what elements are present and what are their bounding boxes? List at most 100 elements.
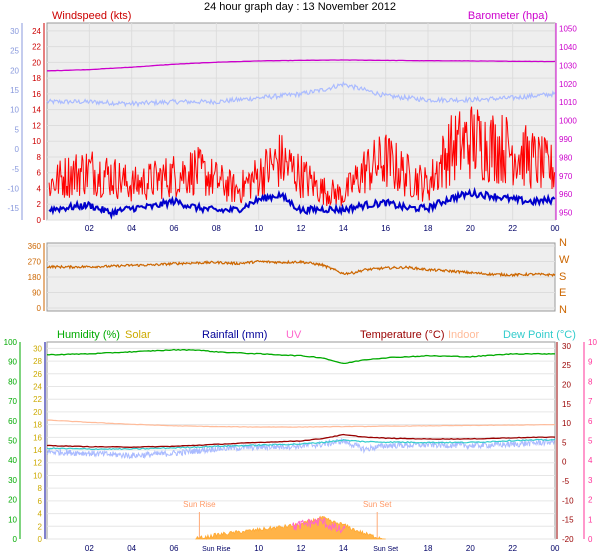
solar-area	[195, 515, 386, 541]
outer-left-tick-label: -15	[7, 204, 19, 213]
wind-x-tick-label: 18	[424, 224, 433, 233]
humidity-tick-label: 60	[8, 417, 17, 426]
outer-left-tick-label: 10	[10, 106, 19, 115]
sun-annotation: Sun Set	[363, 500, 392, 509]
sun-annotation: Sun Rise	[183, 500, 216, 509]
uv-tick-label: 9	[588, 358, 593, 367]
inner-left-tick-label: 26	[33, 370, 42, 379]
outer-left-tick-label: -10	[7, 184, 19, 193]
direction-tick-label: 90	[32, 289, 41, 298]
temp-x-tick-label: Sun Set	[373, 546, 398, 553]
temperature-tick-label: 25	[562, 361, 571, 370]
temperature-tick-label: 15	[562, 400, 571, 409]
humidity-tick-label: 90	[8, 358, 17, 367]
temp-x-tick-label: 02	[85, 544, 94, 553]
temperature-tick-label: -15	[562, 516, 574, 525]
direction-tick-label: 0	[37, 304, 42, 313]
uv-tick-label: 1	[588, 515, 593, 524]
inner-left-tick-label: 30	[33, 344, 42, 353]
uv-tick-label: 4	[588, 456, 593, 465]
humidity-tick-label: 100	[4, 338, 18, 347]
uv-tick-label: 2	[588, 496, 593, 505]
outer-left-tick-label: 5	[15, 125, 20, 134]
direction-tick-label: 360	[28, 242, 42, 251]
humidity-tick-label: 30	[8, 476, 17, 485]
windspeed-tick-label: 14	[32, 106, 41, 115]
direction-tick-label: 180	[28, 273, 42, 282]
compass-label: N	[559, 237, 567, 249]
wind-x-tick-label: 12	[297, 224, 306, 233]
temperature-tick-label: 20	[562, 380, 571, 389]
windspeed-tick-label: 16	[32, 90, 41, 99]
windspeed-axis-label: Windspeed (kts)	[52, 10, 131, 22]
wind-x-tick-label: 10	[254, 224, 263, 233]
uv-line	[292, 517, 346, 534]
wind-x-tick-label: 00	[551, 224, 560, 233]
inner-left-tick-label: 6	[38, 497, 43, 506]
inner-left-tick-label: 10	[33, 471, 42, 480]
temperature-panel-axes: 0246810121416182022242628300102030405060…	[4, 338, 598, 553]
windspeed-line	[48, 106, 556, 207]
temperature-tick-label: -20	[562, 535, 574, 544]
compass-label: W	[559, 254, 570, 266]
outer-left-tick-label: 30	[10, 27, 19, 36]
barometer-tick-label: 1000	[559, 117, 577, 126]
wind-x-tick-label: 22	[508, 224, 517, 233]
uv-tick-label: 3	[588, 476, 593, 485]
compass-label: N	[559, 304, 567, 316]
humidity-tick-label: 40	[8, 456, 17, 465]
inner-left-tick-label: 8	[38, 484, 43, 493]
temp-x-tick-label: 20	[466, 544, 475, 553]
humidity-tick-label: 10	[8, 515, 17, 524]
temp-x-tick-label: 18	[424, 544, 433, 553]
temp-x-tick-label: 06	[170, 544, 179, 553]
temperature-panel-legend: Humidity (%) Solar Rainfall (mm) UV Temperat…	[57, 329, 576, 341]
uv-tick-label: 10	[588, 338, 597, 347]
temperature-tick-label: 30	[562, 342, 571, 351]
temp-x-tick-label: 22	[508, 544, 517, 553]
inner-left-tick-label: 28	[33, 357, 42, 366]
light-blue-line	[46, 437, 556, 460]
humidity-tick-label: 80	[8, 377, 17, 386]
barometer-tick-label: 950	[559, 209, 573, 218]
temp-x-tick-label: Sun Rise	[202, 546, 231, 553]
barometer-line	[47, 59, 556, 72]
windspeed-tick-label: 8	[37, 153, 42, 162]
outer-left-tick-label: 15	[10, 86, 19, 95]
temp-x-tick-label: 14	[339, 544, 348, 553]
wind-x-tick-label: 08	[212, 224, 221, 233]
uv-tick-label: 7	[588, 397, 593, 406]
temp-x-tick-label: 12	[297, 544, 306, 553]
legend-entry: Rainfall (mm)	[202, 329, 267, 341]
inner-left-tick-label: 2	[38, 522, 43, 531]
temp-x-tick-label: 10	[254, 544, 263, 553]
temperature-tick-label: -5	[562, 477, 570, 486]
inner-left-tick-label: 20	[33, 408, 42, 417]
direction-panel-series	[46, 259, 556, 278]
windspeed-tick-label: 10	[32, 137, 41, 146]
barometer-tick-label: 990	[559, 135, 573, 144]
inner-left-tick-label: 14	[33, 446, 42, 455]
uv-tick-label: 8	[588, 377, 593, 386]
temp-x-tick-label: 00	[551, 544, 560, 553]
humidity-tick-label: 20	[8, 496, 17, 505]
temperature-tick-label: 10	[562, 419, 571, 428]
legend-entry: Temperature (°C)	[360, 329, 444, 341]
outer-left-tick-label: 0	[15, 145, 20, 154]
temperature-tick-label: -10	[562, 496, 574, 505]
humidity-tick-label: 70	[8, 397, 17, 406]
outer-left-tick-label: 20	[10, 66, 19, 75]
barometer-tick-label: 970	[559, 172, 573, 181]
windspeed-tick-label: 6	[37, 169, 42, 178]
barometer-tick-label: 1050	[559, 25, 577, 34]
wind-average-line	[48, 186, 556, 220]
outer-scale-line	[46, 80, 556, 108]
temp-x-tick-label: 04	[127, 544, 136, 553]
inner-left-tick-label: 12	[33, 459, 42, 468]
inner-left-tick-label: 4	[38, 510, 43, 519]
inner-left-tick-label: 24	[33, 382, 42, 391]
wind-x-tick-label: 02	[85, 224, 94, 233]
compass-label: E	[559, 287, 566, 299]
windspeed-tick-label: 12	[32, 121, 41, 130]
